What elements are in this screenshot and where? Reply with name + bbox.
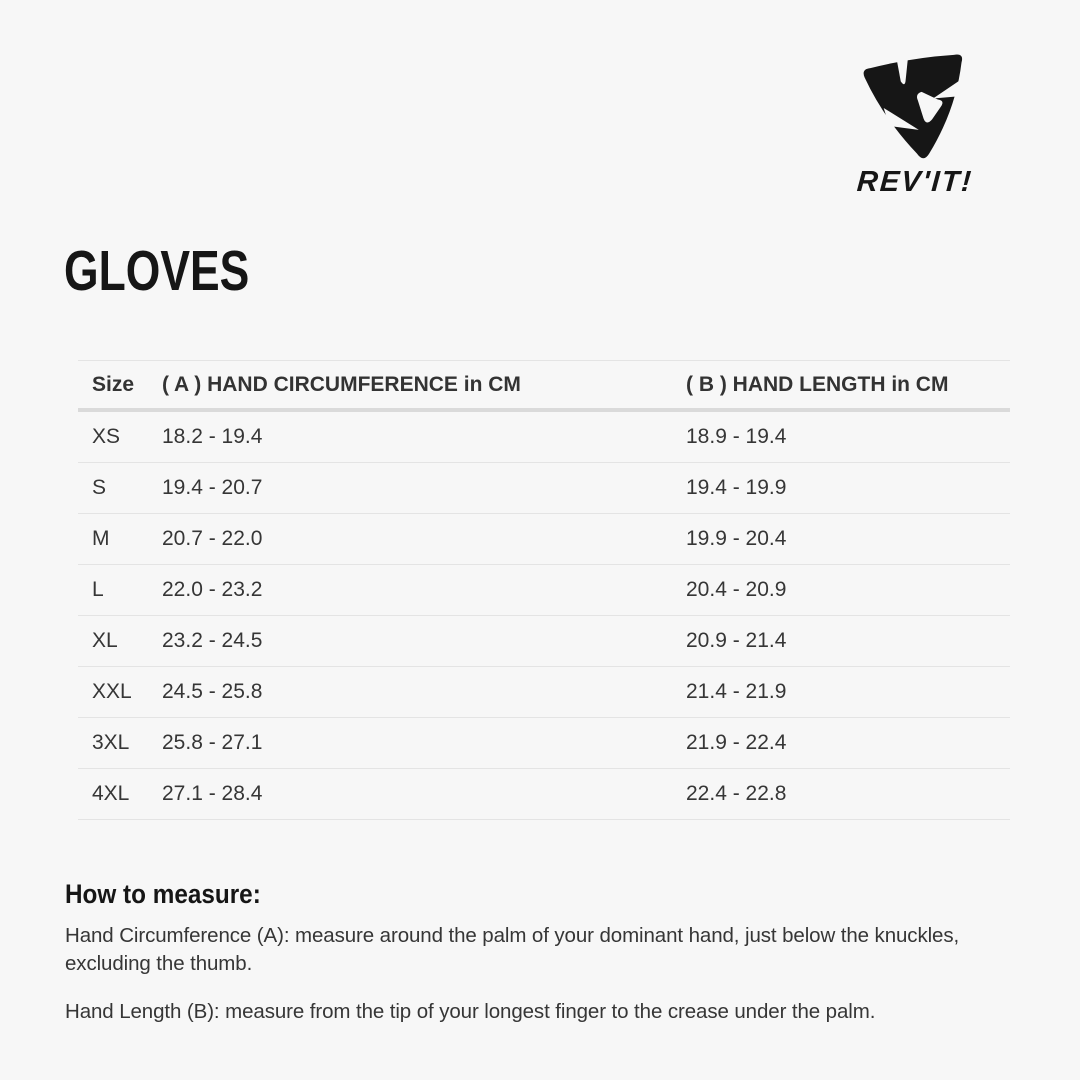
hand-length-cell: 18.9 - 19.4 [686,425,787,448]
instruction-line: excluding the thumb. [65,952,253,975]
instruction-line: Hand Length (B): measure from the tip of… [65,1000,876,1023]
hand-circumference-cell: 24.5 - 25.8 [162,680,263,703]
measure-instruction-hand-circumference: Hand Circumference (A): measure around t… [65,922,1025,978]
brand-logo: REV'IT! [835,50,995,198]
hand-circumference-cell: 25.8 - 27.1 [162,731,263,754]
column-header-hand-length: ( B ) HAND LENGTH in CM [686,372,949,396]
size-cell: 3XL [92,731,130,754]
size-cell: S [92,476,107,499]
table-row: XXL 24.5 - 25.8 21.4 - 21.9 [78,667,1010,718]
how-to-measure-section: How to measure: Hand Circumference (A): … [65,878,1025,1026]
hand-length-cell: 22.4 - 22.8 [686,782,787,805]
table-row: XL 23.2 - 24.5 20.9 - 21.4 [78,616,1010,667]
table-row: M 20.7 - 22.0 19.9 - 20.4 [78,514,1010,565]
size-table: Size ( A ) HAND CIRCUMFERENCE in CM ( B … [78,360,1010,820]
hand-circumference-cell: 22.0 - 23.2 [162,578,263,601]
table-row: XS 18.2 - 19.4 18.9 - 19.4 [78,412,1010,463]
hand-circumference-cell: 19.4 - 20.7 [162,476,263,499]
how-to-measure-heading: How to measure: [65,879,261,909]
hand-length-cell: 20.4 - 20.9 [686,578,787,601]
table-row: L 22.0 - 23.2 20.4 - 20.9 [78,565,1010,616]
column-header-size: Size [92,372,135,396]
table-row: S 19.4 - 20.7 19.4 - 19.9 [78,463,1010,514]
table-row: 3XL 25.8 - 27.1 21.9 - 22.4 [78,718,1010,769]
table-row: 4XL 27.1 - 28.4 22.4 - 22.8 [78,769,1010,820]
table-header-row: Size ( A ) HAND CIRCUMFERENCE in CM ( B … [78,361,1010,412]
revit-wordmark: REV'IT! [855,166,975,198]
size-cell: M [92,527,110,550]
size-cell: XS [92,425,121,448]
hand-circumference-cell: 27.1 - 28.4 [162,782,263,805]
size-cell: XXL [92,680,132,703]
hand-circumference-cell: 20.7 - 22.0 [162,527,263,550]
instruction-line: Hand Circumference (A): measure around t… [65,924,960,947]
hand-circumference-cell: 23.2 - 24.5 [162,629,263,652]
hand-length-cell: 21.9 - 22.4 [686,731,787,754]
revit-shield-icon [863,53,963,159]
size-cell: 4XL [92,782,130,805]
page-title: GLOVES [64,239,250,303]
size-cell: XL [92,629,118,652]
hand-length-cell: 19.4 - 19.9 [686,476,787,499]
column-header-hand-circumference: ( A ) HAND CIRCUMFERENCE in CM [162,372,521,396]
measure-instruction-hand-length: Hand Length (B): measure from the tip of… [65,998,1025,1026]
hand-length-cell: 19.9 - 20.4 [686,527,787,550]
hand-circumference-cell: 18.2 - 19.4 [162,425,263,448]
size-cell: L [92,578,104,601]
hand-length-cell: 21.4 - 21.9 [686,680,787,703]
hand-length-cell: 20.9 - 21.4 [686,629,787,652]
